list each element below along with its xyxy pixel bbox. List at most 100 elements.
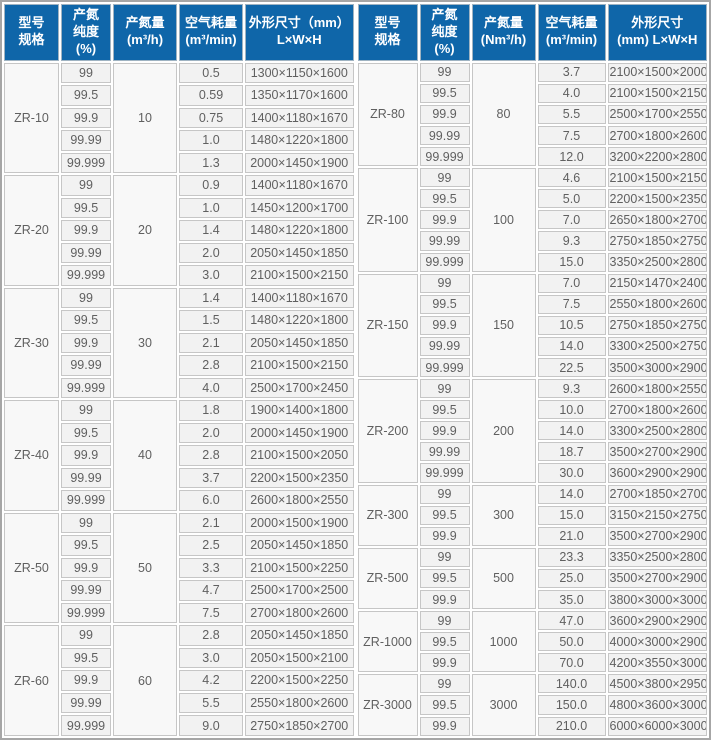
purity-cell: 99 [419,674,470,694]
purity-cell: 99 [61,62,111,84]
dimensions-cell: 1480×1220×1800 [245,310,354,331]
table-row: 99.5 1.0 1450×1200×1700 [4,197,354,219]
table-row: 99.9 1.4 1480×1220×1800 [4,220,354,241]
dimensions-cell: 2200×1500×2350 [607,189,707,209]
table-row: 99.5 2.5 2050×1450×1850 [4,535,354,556]
purity-cell: 99.9 [61,220,111,241]
purity-cell: 99 [419,484,470,504]
dimensions-cell: 4500×3800×2950 [607,674,707,694]
model-cell: ZR-30 [4,287,59,399]
table-row: 99.99 9.3 2750×1850×2750 [358,231,707,251]
purity-cell: 99.999 [61,265,111,286]
air-consumption-cell: 35.0 [537,590,606,610]
output-cell: 30 [113,287,177,399]
purity-cell: 99.999 [419,357,470,378]
purity-cell: 99.9 [419,104,470,124]
table-row: ZR-200 99 200 9.3 2600×1800×2550 [357,379,707,483]
air-consumption-cell: 210.0 [537,716,606,736]
dimensions-cell: 1400×1180×1670 [245,107,354,129]
table-row: 99.999 4.0 2500×1700×2450 [4,377,354,399]
table-row: 99.9 4.2 2200×1500×2250 [4,670,354,691]
table-row: 99.99 1.0 1480×1220×1800 [4,130,354,151]
table-row: ZR-3000 99 3000 140.0 4500×3800×2950 [357,674,707,736]
purity-cell: 99 [419,273,470,293]
purity-cell: 99.999 [61,715,111,736]
purity-cell: 99.5 [61,422,111,444]
model-cell: ZR-3000 [357,674,418,736]
air-consumption-cell: 18.7 [537,442,606,462]
column-header-purity: 产氮 纯度 (%) [419,4,470,61]
purity-cell: 99.99 [419,231,470,251]
output-cell: 200 [471,379,536,483]
output-cell: 150 [471,273,536,378]
dimensions-cell: 2500×1700×2500 [245,580,354,601]
table-row: ZR-50 99 50 2.1 2000×1500×1900 [4,512,354,624]
purity-cell: 99.5 [419,632,470,652]
output-cell: 100 [471,168,536,272]
output-cell: 20 [113,175,177,286]
output-cell: 40 [113,400,177,511]
purity-cell: 99 [419,379,470,399]
table-row: 99.5 15.0 3150×2150×2750 [358,505,707,525]
air-consumption-cell: 0.9 [179,175,243,196]
purity-cell: 99.99 [419,336,470,356]
air-consumption-cell: 9.3 [537,231,606,251]
air-consumption-cell: 14.0 [537,336,606,356]
dimensions-cell: 2100×1500×2150 [607,168,707,188]
dimensions-cell: 3600×2900×2900 [607,463,707,483]
dimensions-cell: 2100×1500×2150 [245,355,354,376]
table-row: 99.9 7.0 2650×1800×2700 [358,210,707,230]
output-cell: 500 [471,547,536,610]
table-row: 99.99 2.0 2050×1450×1850 [4,242,354,264]
table-row: 99.99 2.8 2100×1500×2150 [4,355,354,376]
air-consumption-cell: 1.5 [179,310,243,331]
output-cell: 1000 [471,611,536,673]
table-row: 99.5 50.0 4000×3000×2900 [358,632,707,652]
dimensions-cell: 2500×1700×2550 [607,104,707,124]
purity-cell: 99 [419,168,470,188]
purity-cell: 99.5 [419,695,470,715]
purity-cell: 99 [61,512,111,534]
model-cell: ZR-500 [357,547,418,610]
model-cell: ZR-50 [4,512,59,624]
column-header-purity: 产氮 纯度 (%) [61,4,111,61]
dimensions-cell: 1300×1150×1600 [245,62,354,84]
purity-cell: 99.999 [61,377,111,399]
air-consumption-cell: 47.0 [537,611,606,631]
air-consumption-cell: 7.0 [537,210,606,230]
air-consumption-cell: 5.0 [537,189,606,209]
purity-cell: 99.99 [61,242,111,264]
air-consumption-cell: 140.0 [537,674,606,694]
purity-cell: 99.9 [61,557,111,579]
model-cell: ZR-10 [4,62,59,174]
purity-cell: 99.9 [419,716,470,736]
table-row: ZR-20 99 20 0.9 1400×1180×1670 [4,175,354,286]
table-row: 99.5 25.0 3500×2700×2900 [358,568,707,589]
air-consumption-cell: 2.8 [179,355,243,376]
purity-cell: 99.9 [419,526,470,546]
output-cell: 60 [113,625,177,736]
air-consumption-cell: 1.3 [179,152,243,174]
air-consumption-cell: 2.1 [179,332,243,354]
dimensions-cell: 2050×1450×1850 [245,332,354,354]
purity-cell: 99.99 [419,442,470,462]
dimensions-cell: 2200×1500×2250 [245,670,354,691]
air-consumption-cell: 1.0 [179,130,243,151]
dimensions-cell: 3800×3000×3000 [607,590,707,610]
dimensions-cell: 1400×1180×1670 [245,175,354,196]
dimensions-cell: 3350×2500×2800 [607,252,707,272]
dimensions-cell: 2600×1800×2550 [245,490,354,511]
table-row: 99.99 18.7 3500×2700×2900 [358,442,707,462]
dimensions-cell: 2100×1500×2000 [607,62,707,82]
table-row: 99.99 3.7 2200×1500×2350 [4,467,354,489]
purity-cell: 99.999 [61,602,111,624]
air-consumption-cell: 7.5 [537,294,606,314]
air-consumption-cell: 0.5 [179,62,243,84]
air-consumption-cell: 21.0 [537,526,606,546]
output-cell: 10 [113,62,177,174]
table-row: ZR-60 99 60 2.8 2050×1450×1850 [4,625,354,736]
air-consumption-cell: 2.0 [179,422,243,444]
purity-cell: 99.5 [61,647,111,669]
air-consumption-cell: 5.5 [537,104,606,124]
dimensions-cell: 2050×1500×2100 [245,647,354,669]
